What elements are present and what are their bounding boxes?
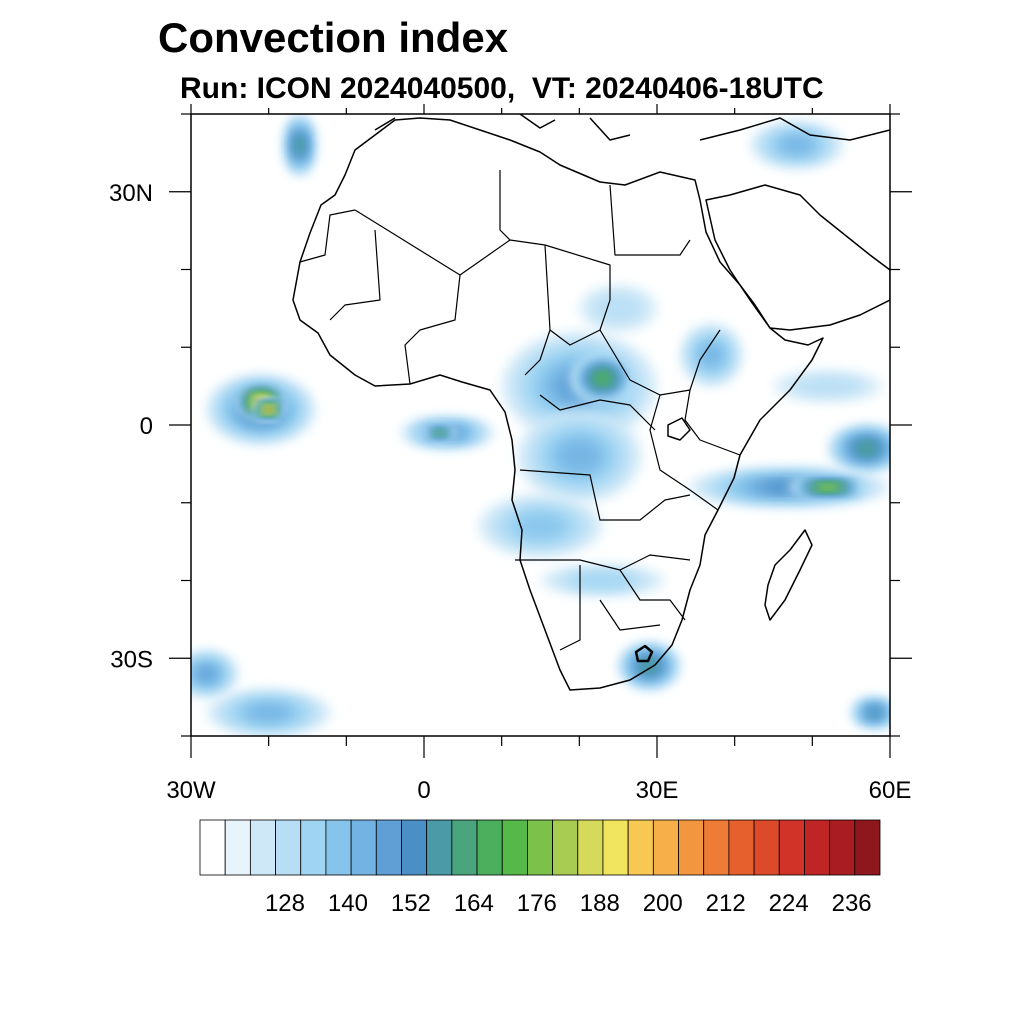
convection-cell (592, 292, 645, 324)
madagascar-coastline (764, 529, 813, 621)
lon-tick-label: 60E (869, 777, 912, 804)
convection-cell (822, 485, 834, 489)
map-title: Convection index (158, 14, 509, 61)
coastlines-and-borders (292, 114, 890, 691)
convection-cell (258, 400, 264, 404)
convection-cell (781, 137, 813, 153)
colorbar-swatch (552, 819, 579, 876)
convection-cell (701, 344, 722, 366)
colorbar-swatch (804, 819, 831, 876)
convection-cell (558, 440, 601, 472)
colorbar-label: 140 (328, 890, 368, 917)
colorbar-label: 212 (706, 890, 746, 917)
colorbar-swatch (501, 819, 528, 876)
lat-tick-label: 0 (140, 413, 153, 440)
colorbar-label: 200 (643, 890, 683, 917)
colorbar-swatch (703, 819, 730, 876)
convection-field (191, 114, 890, 736)
colorbar: 128 140 152 164 176 188 200 212 224 236 (199, 819, 881, 917)
colorbar-label: 188 (580, 890, 620, 917)
colorbar-swatch (527, 819, 553, 876)
colorbar-swatch (275, 819, 302, 876)
axis-ticks (169, 104, 912, 758)
colorbar-label: 164 (454, 890, 494, 917)
colorbar-swatch (602, 819, 629, 876)
lon-tick-label: 0 (417, 777, 430, 804)
lat-tick-label: 30N (109, 180, 153, 207)
mediterranean-north-coast (374, 114, 890, 141)
colorbar-swatch (652, 819, 679, 876)
lon-tick-label: 30E (636, 777, 679, 804)
convection-cell (437, 431, 442, 434)
lake-victoria (667, 417, 691, 441)
convection-cell (247, 704, 290, 721)
convection-cell (296, 138, 303, 152)
convection-cell (515, 513, 566, 539)
colorbar-swatch (728, 819, 755, 876)
country-borders (299, 170, 741, 651)
colorbar-label: 236 (832, 890, 872, 917)
convection-cell (791, 375, 865, 397)
colorbar-swatch (451, 819, 478, 876)
colorbar-swatch (249, 819, 276, 876)
lon-tick-label: 30W (166, 777, 216, 804)
lesotho-border (634, 644, 654, 663)
colorbar-swatch (375, 819, 402, 876)
convection-cell (858, 443, 875, 453)
axis-tick-labels: 30W 0 30E 60E 30N 0 30S (109, 180, 911, 804)
colorbar-swatch (577, 819, 604, 876)
colorbar-label: 224 (769, 890, 809, 917)
colorbar-swatch (426, 819, 453, 876)
colorbar-swatch (627, 819, 654, 876)
arabian-peninsula-coastline (705, 184, 890, 331)
colorbar-swatch (854, 819, 881, 876)
colorbar-label: 128 (265, 890, 305, 917)
convection-cell (869, 709, 880, 717)
map-subtitle: Run: ICON 2024040500, VT: 20240406-18UTC (180, 72, 824, 105)
convection-cell (267, 408, 270, 411)
colorbar-swatch (678, 819, 705, 876)
colorbar-swatch (753, 819, 780, 876)
colorbar-swatch (199, 819, 226, 876)
colorbar-swatch (325, 819, 352, 876)
convection-cell (643, 661, 656, 671)
colorbar-swatch (350, 819, 377, 876)
colorbar-label: 152 (391, 890, 431, 917)
colorbar-swatch (401, 819, 428, 876)
colorbar-swatch (300, 819, 327, 876)
convection-cell (597, 374, 608, 383)
africa-coastline (292, 117, 824, 691)
colorbar-swatch (476, 819, 503, 876)
colorbar-swatch (778, 819, 805, 876)
convection-cell (571, 572, 634, 589)
convection-cell (197, 667, 216, 681)
colorbar-label: 176 (517, 890, 557, 917)
lat-tick-label: 30S (110, 646, 153, 673)
colorbar-swatch (829, 819, 856, 876)
colorbar-swatch (224, 819, 251, 876)
